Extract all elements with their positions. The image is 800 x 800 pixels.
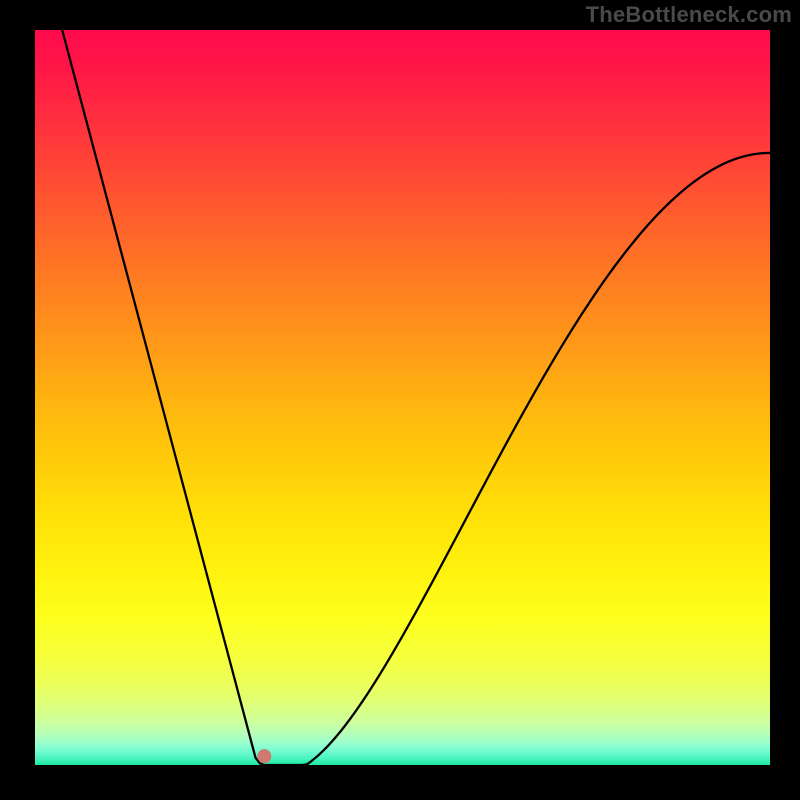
vertex-marker bbox=[257, 749, 271, 763]
plot-area bbox=[35, 30, 770, 765]
gradient-background bbox=[35, 30, 770, 765]
chart-svg bbox=[35, 30, 770, 765]
watermark-text: TheBottleneck.com bbox=[586, 2, 792, 28]
